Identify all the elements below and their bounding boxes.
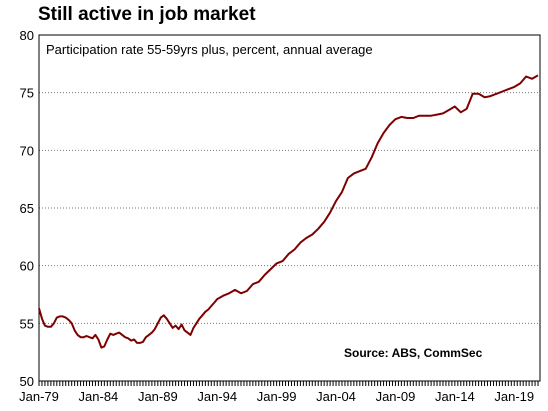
gridlines <box>39 92 540 324</box>
x-tick-label: Jan-04 <box>316 389 356 404</box>
x-tick-label: Jan-19 <box>494 389 534 404</box>
y-tick-label: 75 <box>20 86 34 101</box>
y-tick-label: 60 <box>20 259 34 274</box>
y-tick-labels: 50 55 60 65 70 75 80 <box>20 28 34 389</box>
y-tick-label: 70 <box>20 143 34 158</box>
y-tick-label: 65 <box>20 201 34 216</box>
chart-source: Source: ABS, CommSec <box>344 346 483 360</box>
x-tick-label: Jan-09 <box>376 389 416 404</box>
x-tick-label: Jan-99 <box>257 389 297 404</box>
y-tick-label: 50 <box>20 374 34 389</box>
x-tick-label: Jan-94 <box>197 389 237 404</box>
x-tick-label: Jan-89 <box>138 389 178 404</box>
x-tick-label: Jan-79 <box>19 389 59 404</box>
x-tick-label: Jan-14 <box>435 389 475 404</box>
participation-rate-line <box>38 74 539 349</box>
subtitle-box <box>40 37 426 63</box>
y-tick-label: 80 <box>20 28 34 43</box>
x-tick-label: Jan-84 <box>79 389 119 404</box>
series-layer <box>38 74 539 349</box>
y-tick-label: 55 <box>20 316 34 331</box>
axes <box>38 34 541 386</box>
x-tick-labels: Jan-79 Jan-84 Jan-89 Jan-94 Jan-99 Jan-04 Jan-… <box>19 389 534 404</box>
plot-frame <box>38 34 541 382</box>
chart-title: Still active in job market <box>38 4 256 25</box>
chart-subtitle: Participation rate 55-59yrs plus, percen… <box>46 42 373 57</box>
